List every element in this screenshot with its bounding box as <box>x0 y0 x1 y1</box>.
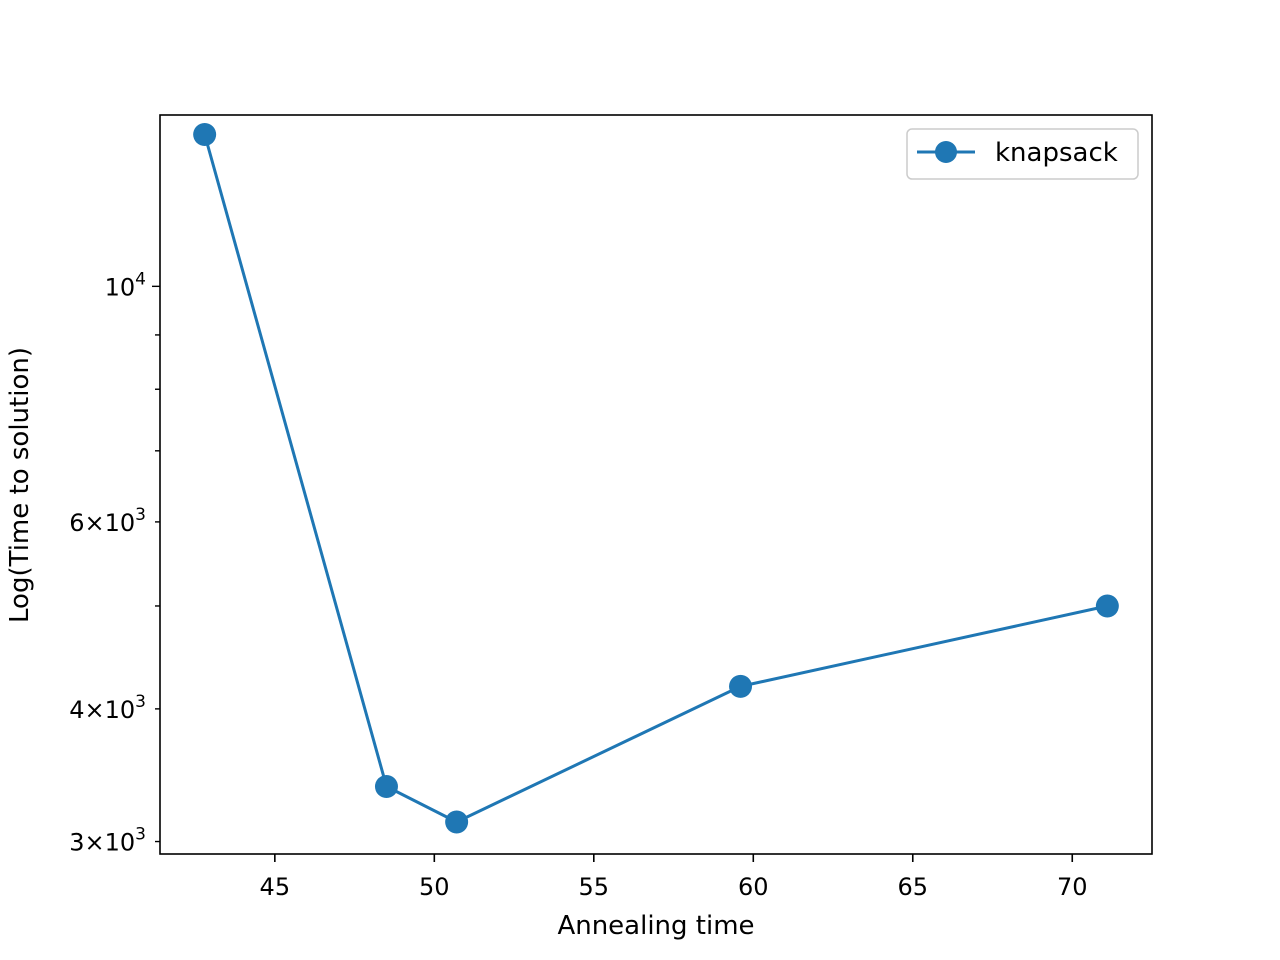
x-tick-label: 65 <box>897 873 928 901</box>
y-tick-label-base: 4×10 <box>69 696 135 724</box>
data-point <box>1095 594 1119 618</box>
legend-marker-swatch <box>935 141 957 163</box>
y-tick-label: 104 <box>105 269 146 301</box>
plot-frame <box>159 114 1153 855</box>
y-tick-label-exponent: 3 <box>135 825 146 845</box>
plot-area <box>160 115 1152 854</box>
x-tick-label: 60 <box>738 873 769 901</box>
y-tick-label: 3×103 <box>69 825 146 857</box>
y-tick-label: 6×103 <box>69 505 146 537</box>
y-tick-label-exponent: 3 <box>135 505 146 525</box>
data-point <box>193 122 217 146</box>
legend-label-knapsack: knapsack <box>995 138 1118 168</box>
x-tick-label: 50 <box>419 873 450 901</box>
series-layer <box>193 122 1119 834</box>
data-point <box>445 810 469 834</box>
x-axis-label: Annealing time <box>557 911 754 941</box>
x-tick-label: 55 <box>579 873 610 901</box>
legend: knapsack <box>906 128 1139 180</box>
y-tick-label-exponent: 4 <box>135 269 146 289</box>
x-tick-label: 70 <box>1057 873 1088 901</box>
data-point <box>729 674 753 698</box>
x-axis: 45 50 55 60 65 70 <box>260 854 1088 901</box>
y-tick-label: 4×103 <box>69 692 146 724</box>
y-tick-label-base: 6×10 <box>69 509 135 537</box>
y-tick-label-base: 3×10 <box>69 829 135 857</box>
data-point <box>374 775 398 799</box>
y-tick-label-exponent: 3 <box>135 692 146 712</box>
legend-box <box>906 128 1139 180</box>
y-axis-label: Log(Time to solution) <box>5 347 35 623</box>
x-tick-label: 45 <box>260 873 291 901</box>
y-tick-label-base: 10 <box>105 273 136 301</box>
